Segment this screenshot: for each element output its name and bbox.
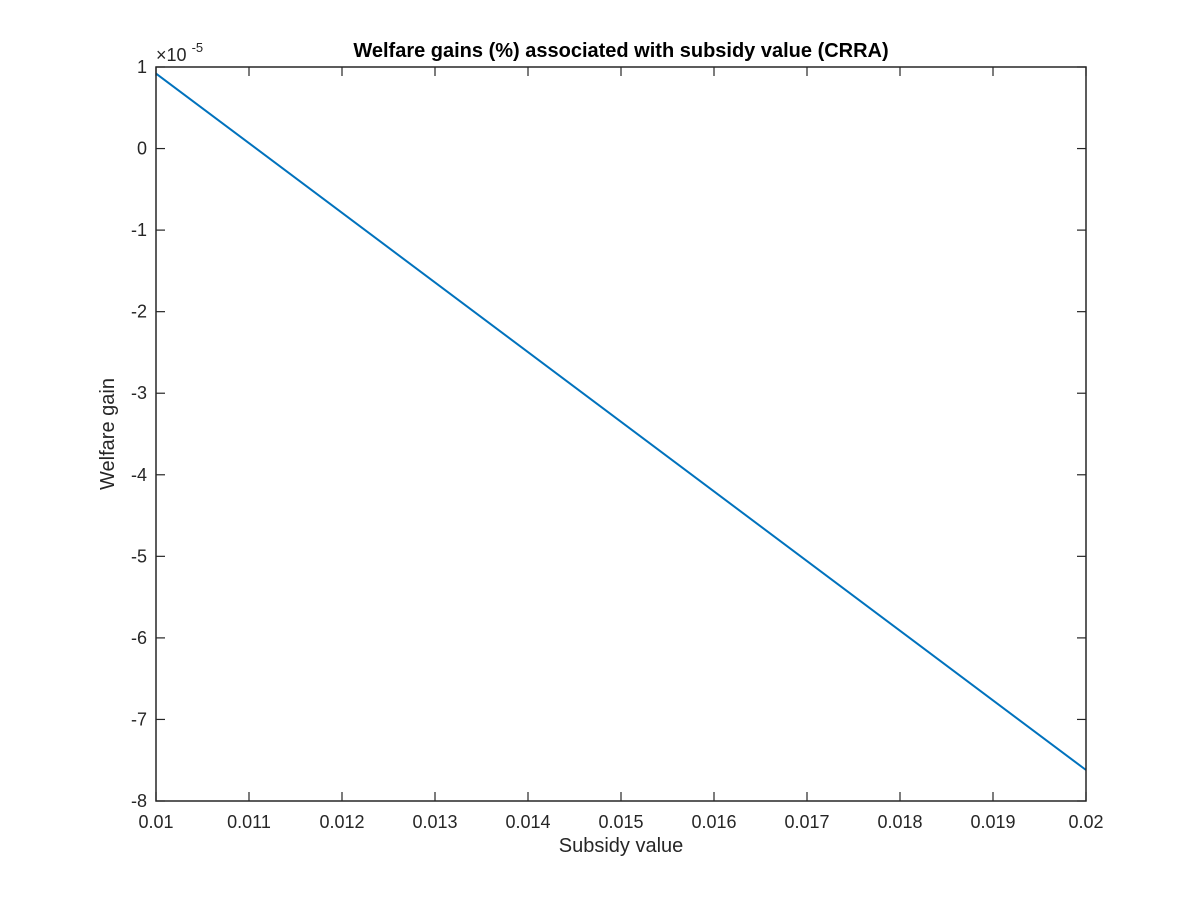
x-tick-label: 0.015 <box>598 812 643 832</box>
chart-title: Welfare gains (%) associated with subsid… <box>353 40 888 62</box>
y-tick-label: -8 <box>131 791 147 811</box>
x-tick-label: 0.012 <box>319 812 364 832</box>
x-tick-labels: 0.01 0.011 0.012 0.013 0.014 0.015 0.016 0.017 0… <box>138 812 1103 832</box>
x-axis-title: Subsidy value <box>559 835 684 857</box>
axes-box <box>155 66 1087 802</box>
y-axis-exponent-power: -5 <box>192 40 204 55</box>
x-tick-label: 0.017 <box>784 812 829 832</box>
y-axis-exponent-label: ×10 -5 <box>156 40 203 65</box>
series-layer <box>155 72 1087 771</box>
x-tick-label: 0.011 <box>227 812 271 832</box>
x-tick-label: 0.016 <box>691 812 736 832</box>
y-tick-labels: -8 -7 -6 -5 -4 -3 -2 -1 0 1 <box>131 57 147 811</box>
y-tick-label: -1 <box>131 220 147 240</box>
y-tick-label: -5 <box>131 546 147 566</box>
y-axis-exponent-base: ×10 <box>156 45 187 65</box>
y-tick-label: -6 <box>131 628 147 648</box>
y-tick-label: 0 <box>137 139 147 159</box>
x-tick-label: 0.018 <box>877 812 922 832</box>
y-axis-title: Welfare gain <box>97 378 119 490</box>
x-tick-label: 0.02 <box>1068 812 1103 832</box>
x-tick-label: 0.014 <box>505 812 550 832</box>
y-tick-label: 1 <box>137 57 147 77</box>
x-tick-label: 0.019 <box>970 812 1015 832</box>
y-tick-label: -4 <box>131 465 147 485</box>
series-line <box>155 72 1087 771</box>
y-tick-label: -2 <box>131 302 147 322</box>
x-tick-label: 0.013 <box>412 812 457 832</box>
y-tick-label: -7 <box>131 709 147 729</box>
y-tick-label: -3 <box>131 383 147 403</box>
x-tick-label: 0.01 <box>138 812 173 832</box>
